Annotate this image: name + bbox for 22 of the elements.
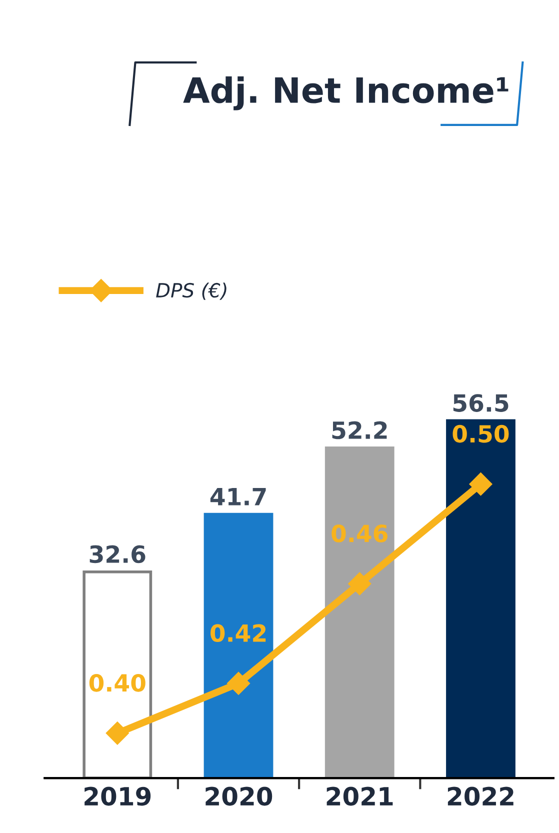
x-tick-label: 2019 xyxy=(84,786,151,806)
bar xyxy=(82,570,152,778)
bar xyxy=(204,512,274,778)
data-label: 41.7 xyxy=(210,488,266,506)
data-label: 52.2 xyxy=(332,421,387,440)
point xyxy=(348,572,372,596)
x-tick-label: 2022 xyxy=(448,786,514,806)
data-label: 32.6 xyxy=(90,545,146,564)
point xyxy=(106,722,129,745)
data-label: 56.5 xyxy=(453,394,508,412)
chart-title: Adj. Net Income¹ xyxy=(183,76,508,110)
bar xyxy=(324,446,394,778)
data-label: 0.50 xyxy=(452,424,509,443)
data-label: 0.42 xyxy=(210,624,266,642)
x-tick-label: 2021 xyxy=(326,786,393,806)
data-label: 0.40 xyxy=(89,674,146,692)
x-tick-label: 2020 xyxy=(206,786,272,806)
point xyxy=(227,672,250,695)
bar xyxy=(446,419,516,778)
data-label: 0.46 xyxy=(332,524,388,542)
point xyxy=(469,472,492,496)
legend-label: DPS (€) xyxy=(156,282,226,300)
